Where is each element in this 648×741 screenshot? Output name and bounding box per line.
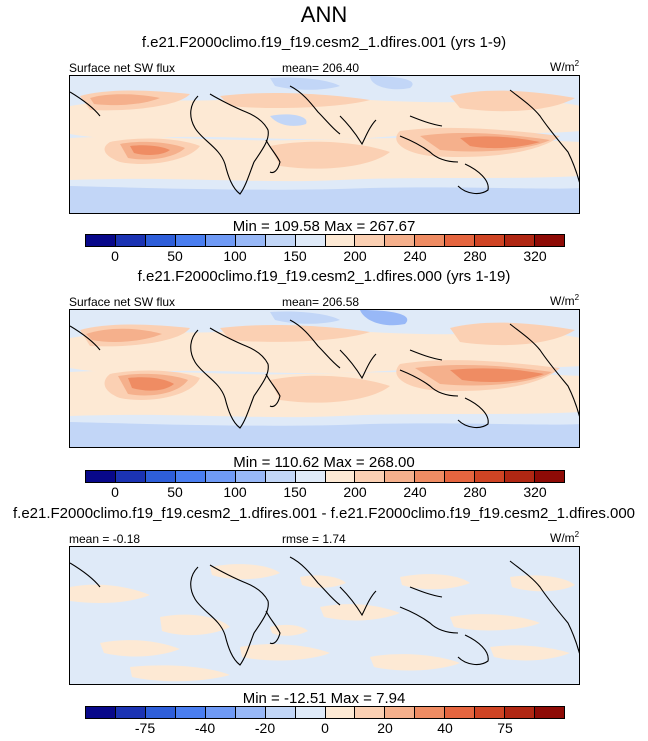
- panel2-variable-label: Surface net SW flux: [69, 295, 176, 309]
- colorbar-tick-label: 100: [223, 248, 247, 264]
- panel3-units: W/m2: [550, 530, 580, 545]
- panel3-minmax: Min = -12.51 Max = 7.94: [242, 690, 406, 707]
- colorbar-swatch: [145, 471, 176, 482]
- colorbar-swatch: [445, 707, 476, 718]
- panel1-map-field: [70, 76, 579, 213]
- colorbar-swatch: [265, 235, 296, 246]
- figure-title: ANN: [300, 2, 348, 27]
- colorbar-swatch: [445, 235, 476, 246]
- colorbar-swatch: [86, 707, 116, 718]
- colorbar-swatch: [205, 471, 236, 482]
- colorbar-swatch: [415, 471, 446, 482]
- colorbar-tick-label: 0: [321, 720, 329, 736]
- panel2-colorbar-ticks: 0 50 100 150 200 240 280 320: [0, 484, 648, 502]
- panel1-units: W/m2: [550, 59, 580, 74]
- colorbar-tick-label: 200: [343, 248, 367, 264]
- colorbar-tick-label: -40: [194, 720, 216, 736]
- colorbar-swatch: [385, 235, 416, 246]
- colorbar-swatch: [145, 707, 176, 718]
- colorbar-tick-label: -20: [254, 720, 276, 736]
- colorbar-swatch: [265, 707, 296, 718]
- colorbar-tick-label: 320: [523, 484, 547, 500]
- colorbar-tick-label: 100: [223, 484, 247, 500]
- colorbar-swatch: [115, 235, 146, 246]
- panel2-mean-label: mean= 206.58: [282, 295, 360, 309]
- colorbar-tick-label: 50: [167, 248, 183, 264]
- colorbar-swatch: [385, 471, 416, 482]
- colorbar-swatch: [325, 235, 356, 246]
- colorbar-swatch: [265, 471, 296, 482]
- colorbar-tick-label: 280: [463, 484, 487, 500]
- panel2-map: [69, 309, 580, 448]
- colorbar-swatch: [325, 471, 356, 482]
- colorbar-swatch: [295, 707, 326, 718]
- panel2-minmax: Min = 110.62 Max = 268.00: [233, 454, 415, 471]
- panel2-map-field: [70, 310, 579, 447]
- panel3-map: [69, 546, 580, 685]
- colorbar-swatch: [205, 707, 236, 718]
- colorbar-swatch: [295, 235, 326, 246]
- colorbar-swatch: [86, 471, 116, 482]
- colorbar-swatch: [355, 471, 386, 482]
- colorbar-swatch: [445, 471, 476, 482]
- colorbar-swatch: [295, 471, 326, 482]
- colorbar-swatch: [115, 707, 146, 718]
- colorbar-swatch: [86, 235, 116, 246]
- panel1-colorbar: [85, 234, 565, 247]
- panel3-rmse-label: rmse = 1.74: [282, 532, 346, 546]
- colorbar-swatch: [175, 707, 206, 718]
- colorbar-swatch: [505, 707, 536, 718]
- colorbar-tick-label: 75: [497, 720, 513, 736]
- colorbar-swatch: [535, 471, 564, 482]
- colorbar-tick-label: 150: [283, 248, 307, 264]
- colorbar-tick-label: 240: [403, 248, 427, 264]
- panel3-map-field: [70, 547, 579, 684]
- colorbar-tick-label: 50: [167, 484, 183, 500]
- panel2-case-title: f.e21.F2000climo.f19_f19.cesm2_1.dfires.…: [137, 268, 511, 285]
- colorbar-swatch: [175, 235, 206, 246]
- panel3-mean-label: mean = -0.18: [69, 532, 141, 546]
- colorbar-tick-label: 20: [377, 720, 393, 736]
- colorbar-swatch: [475, 707, 506, 718]
- colorbar-swatch: [235, 707, 266, 718]
- colorbar-tick-label: 280: [463, 248, 487, 264]
- colorbar-swatch: [355, 235, 386, 246]
- colorbar-swatch: [415, 235, 446, 246]
- colorbar-swatch: [175, 471, 206, 482]
- panel3-case-title: f.e21.F2000climo.f19_f19.cesm2_1.dfires.…: [12, 505, 636, 522]
- colorbar-tick-label: -75: [134, 720, 156, 736]
- colorbar-swatch: [235, 235, 266, 246]
- colorbar-tick-label: 0: [111, 484, 119, 500]
- panel1-minmax: Min = 109.58 Max = 267.67: [232, 218, 416, 235]
- colorbar-swatch: [325, 707, 356, 718]
- panel2-units: W/m2: [550, 293, 580, 308]
- colorbar-tick-label: 0: [111, 248, 119, 264]
- colorbar-swatch: [505, 235, 536, 246]
- colorbar-tick-label: 320: [523, 248, 547, 264]
- panel2-colorbar: [85, 470, 565, 483]
- panel1-map: [69, 75, 580, 214]
- colorbar-swatch: [535, 235, 564, 246]
- colorbar-swatch: [475, 471, 506, 482]
- colorbar-tick-label: 240: [403, 484, 427, 500]
- colorbar-swatch: [355, 707, 386, 718]
- panel1-case-title: f.e21.F2000climo.f19_f19.cesm2_1.dfires.…: [141, 34, 507, 51]
- colorbar-swatch: [385, 707, 416, 718]
- panel3-colorbar-ticks: -75 -40 -20 0 20 40 75: [0, 720, 648, 738]
- colorbar-swatch: [535, 707, 564, 718]
- panel1-variable-label: Surface net SW flux: [69, 61, 176, 75]
- colorbar-swatch: [205, 235, 236, 246]
- colorbar-tick-label: 40: [437, 720, 453, 736]
- colorbar-swatch: [115, 471, 146, 482]
- colorbar-swatch: [475, 235, 506, 246]
- colorbar-tick-label: 150: [283, 484, 307, 500]
- panel1-colorbar-ticks: 0 50 100 150 200 240 280 320: [0, 248, 648, 266]
- colorbar-tick-label: 200: [343, 484, 367, 500]
- panel3-colorbar: [85, 706, 565, 719]
- colorbar-swatch: [505, 471, 536, 482]
- panel1-mean-label: mean= 206.40: [282, 61, 360, 75]
- colorbar-swatch: [415, 707, 446, 718]
- colorbar-swatch: [145, 235, 176, 246]
- colorbar-swatch: [235, 471, 266, 482]
